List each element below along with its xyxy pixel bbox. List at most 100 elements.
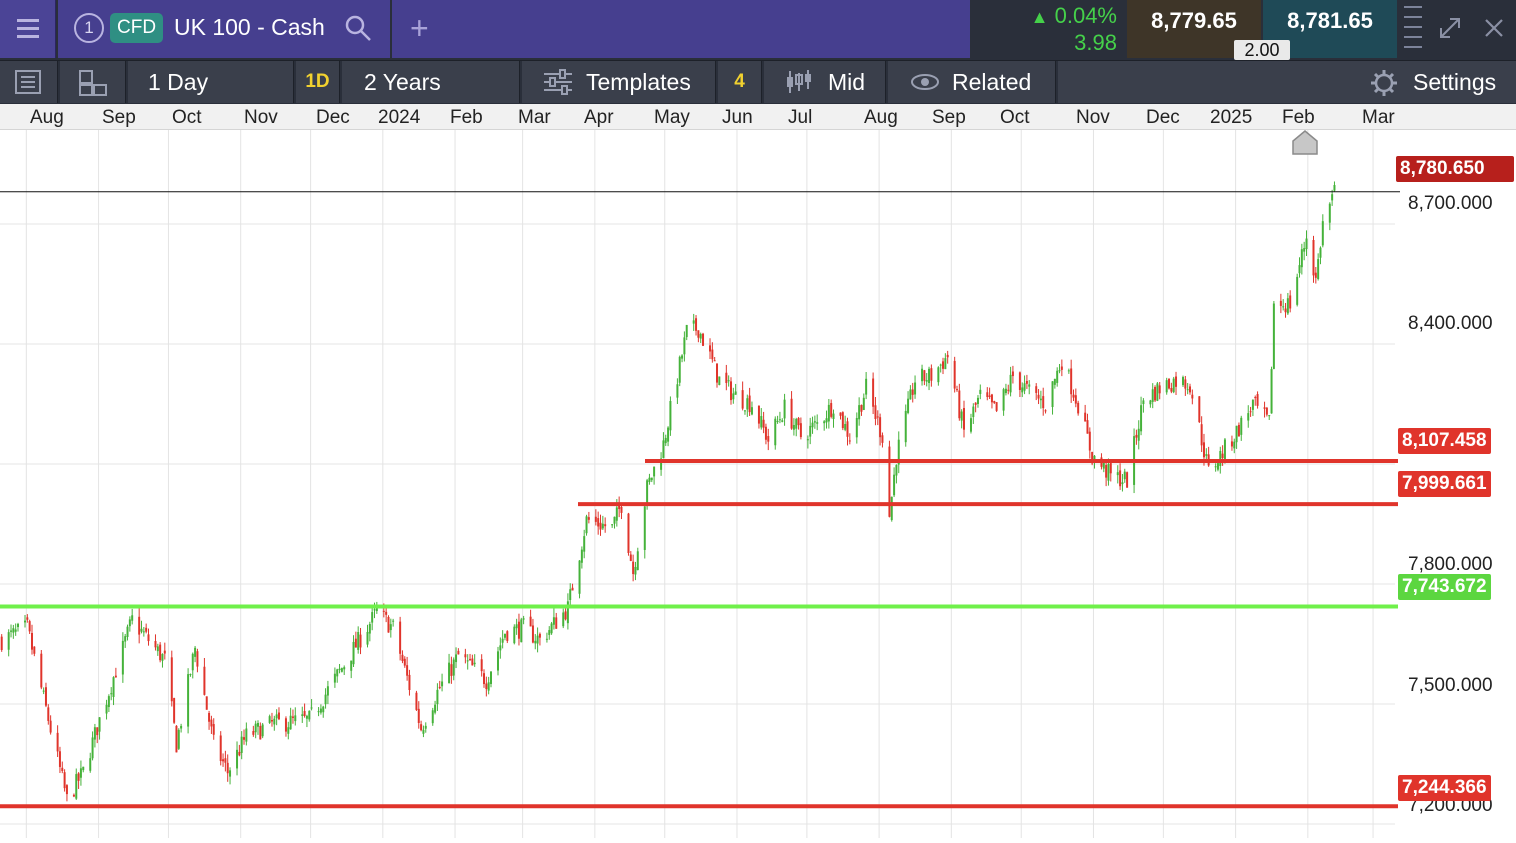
- candle-body: [163, 650, 166, 654]
- candle-body: [846, 421, 849, 437]
- candle-body: [240, 736, 243, 753]
- candle-body: [357, 631, 360, 650]
- candle-body: [56, 732, 59, 752]
- candle-body: [1021, 387, 1024, 393]
- candle-body: [499, 645, 502, 651]
- candlestick-icon: [787, 70, 811, 93]
- candle-body: [131, 615, 134, 621]
- candle-body: [844, 424, 847, 430]
- interval-shortcut[interactable]: 1D: [296, 61, 340, 103]
- candle-body: [1221, 453, 1224, 458]
- month-label: Feb: [1282, 107, 1315, 128]
- candle-body: [520, 619, 523, 643]
- candle-body: [632, 561, 635, 575]
- price-change: ▲ 0.04% 3.98: [972, 0, 1125, 58]
- candle-body: [203, 666, 206, 695]
- layout-button[interactable]: [60, 61, 126, 103]
- current-price-tag: 8,780.650: [1396, 156, 1514, 182]
- list-button[interactable]: [0, 61, 58, 103]
- candle-body: [385, 611, 388, 615]
- price-type-label: Mid: [828, 69, 866, 95]
- related-label: Related: [952, 69, 1032, 95]
- candle-body: [517, 621, 520, 639]
- candle-body: [734, 391, 737, 395]
- candle-body: [343, 667, 346, 670]
- candle-body: [222, 759, 225, 762]
- candle-body: [350, 660, 353, 671]
- indicator-count[interactable]: 4: [718, 61, 762, 103]
- templates-button[interactable]: Templates: [522, 61, 716, 103]
- candle-body: [716, 363, 719, 383]
- candle-body: [865, 378, 868, 395]
- candle-body: [648, 477, 651, 483]
- candle-body: [387, 616, 390, 633]
- candle-body: [1042, 396, 1045, 409]
- candle-body: [767, 436, 770, 442]
- related-button[interactable]: Related: [888, 61, 1056, 103]
- instrument-tab[interactable]: 1 CFD UK 100 - Cash: [58, 0, 390, 58]
- candle-body: [455, 654, 458, 663]
- candle-body: [229, 770, 232, 777]
- candle-body: [254, 723, 257, 733]
- interval-dropdown[interactable]: 1 Day: [128, 61, 294, 103]
- search-icon[interactable]: [344, 14, 372, 42]
- candle-body: [187, 674, 190, 727]
- month-label: Feb: [450, 107, 483, 128]
- sell-button[interactable]: 8,779.65: [1127, 0, 1261, 58]
- candle-body: [620, 507, 623, 513]
- candle-body: [333, 673, 336, 683]
- expand-icon[interactable]: [1436, 14, 1464, 42]
- candle-body: [972, 406, 975, 418]
- candle-body: [942, 361, 945, 369]
- candle-body: [322, 706, 325, 713]
- candle-body: [1119, 470, 1122, 487]
- candle-body: [1035, 386, 1038, 393]
- price-type-button[interactable]: Mid: [764, 61, 886, 103]
- candle-body: [879, 417, 882, 438]
- candle-body: [7, 632, 10, 650]
- candle-body: [713, 360, 716, 362]
- candle-body: [1284, 308, 1287, 313]
- candle-body: [28, 621, 31, 632]
- candle-body: [583, 536, 586, 552]
- candle-body: [238, 751, 241, 756]
- level-tag[interactable]: 7,999.661: [1398, 471, 1491, 497]
- drag-handle-icon[interactable]: [1404, 2, 1422, 56]
- level-tag[interactable]: 7,244.366: [1398, 775, 1491, 801]
- candle-body: [809, 425, 812, 437]
- close-icon[interactable]: [1480, 14, 1508, 42]
- price-chart[interactable]: 8,700.000 8,400.000 7,800.000 7,500.000 …: [0, 130, 1516, 838]
- level-tag[interactable]: 7,743.672: [1398, 574, 1491, 600]
- candle-body: [1088, 431, 1091, 451]
- gear-icon[interactable]: [1370, 69, 1398, 97]
- plus-icon[interactable]: +: [410, 10, 429, 46]
- candle-body: [702, 333, 705, 346]
- eye-icon: [911, 74, 939, 90]
- candle-body: [261, 724, 264, 737]
- candle-body: [159, 644, 162, 661]
- home-icon[interactable]: [1291, 130, 1319, 156]
- candle-body: [30, 633, 33, 650]
- candle-body: [662, 440, 665, 458]
- candle-body: [1007, 389, 1010, 391]
- candle-body: [401, 654, 404, 661]
- change-points: 3.98: [1074, 30, 1117, 55]
- candle-body: [778, 419, 781, 421]
- range-dropdown[interactable]: 2 Years: [342, 61, 520, 103]
- candle-body: [1263, 407, 1266, 409]
- candle-body: [1037, 394, 1040, 399]
- hamburger-icon[interactable]: [0, 0, 56, 58]
- candle-body: [1053, 378, 1056, 385]
- chart-canvas[interactable]: [0, 130, 1516, 838]
- candle-body: [354, 638, 357, 648]
- candle-body: [294, 715, 297, 722]
- templates-label: Templates: [586, 69, 691, 95]
- candle-body: [594, 516, 597, 522]
- candle-body: [827, 404, 830, 422]
- candle-body: [1107, 463, 1110, 481]
- candle-body: [1039, 398, 1042, 401]
- candle-body: [1296, 276, 1299, 305]
- candle-body: [450, 664, 453, 676]
- level-tag[interactable]: 8,107.458: [1398, 428, 1491, 454]
- settings-button[interactable]: Settings: [1413, 69, 1497, 95]
